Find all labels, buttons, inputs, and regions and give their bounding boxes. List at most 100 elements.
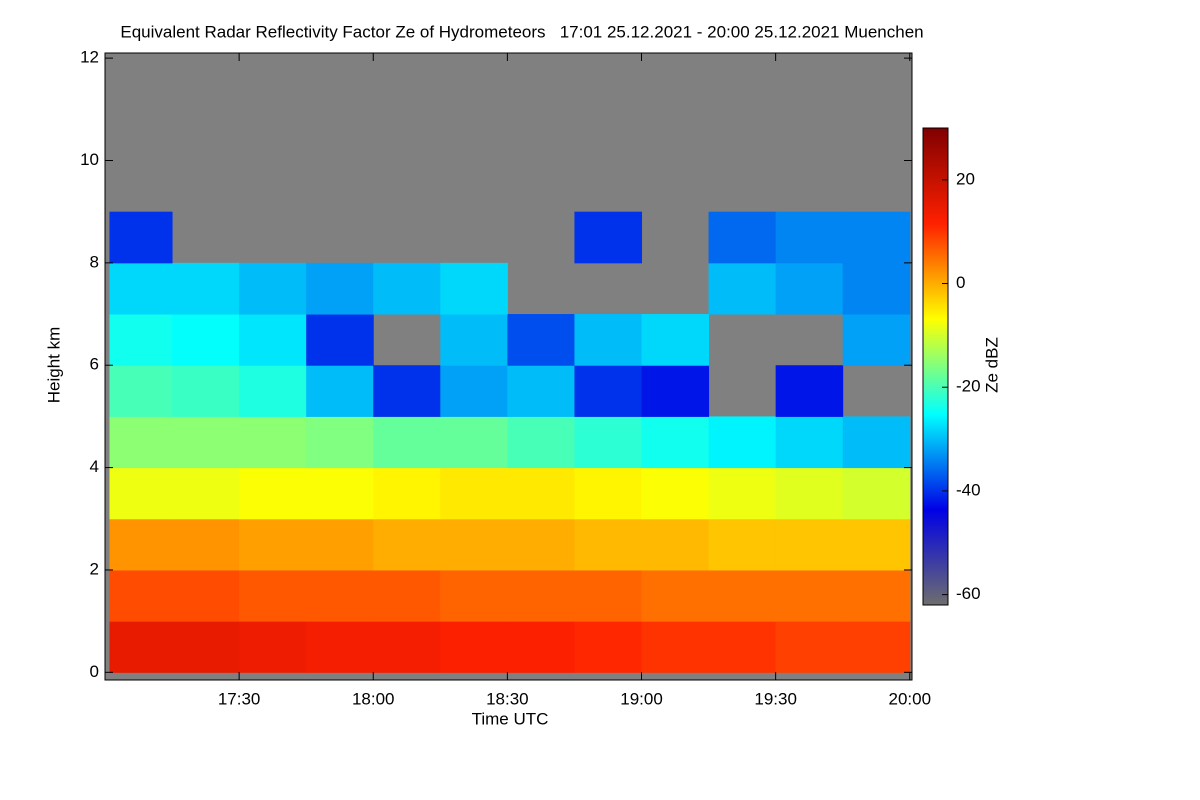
chart-title: Equivalent Radar Reflectivity Factor Ze … — [120, 22, 923, 41]
heat-cell — [574, 211, 643, 264]
heat-cell — [239, 621, 307, 673]
heat-cell — [775, 621, 844, 673]
heat-cell — [775, 416, 844, 469]
heat-cell — [239, 365, 307, 417]
heat-cell — [373, 518, 441, 571]
heat-cell — [109, 416, 173, 469]
colorbar-tick-label: -60 — [956, 584, 981, 603]
heat-cell — [109, 467, 173, 520]
heat-cell — [440, 365, 508, 417]
heat-cell — [641, 518, 710, 571]
heat-cell — [239, 569, 307, 622]
heat-cell — [109, 621, 173, 673]
heat-cell — [373, 416, 441, 469]
heat-cell — [507, 314, 575, 366]
heat-cell — [109, 314, 173, 366]
heat-cell — [842, 467, 911, 520]
heat-cell — [708, 518, 777, 571]
heat-cell — [172, 621, 240, 673]
heat-cell — [172, 467, 240, 520]
y-tick-label: 8 — [90, 252, 99, 271]
heat-cell — [440, 621, 508, 673]
heat-cell — [306, 365, 374, 417]
heat-cell — [842, 314, 911, 366]
colorbar-tick-label: 20 — [956, 169, 975, 188]
heat-cell — [574, 365, 643, 417]
heat-cell — [708, 569, 777, 622]
heat-cell — [842, 518, 911, 571]
heat-cell — [842, 569, 911, 622]
heat-cell — [373, 365, 441, 417]
heat-cell — [306, 569, 374, 622]
x-axis-label: Time UTC — [472, 709, 549, 728]
heat-cell — [239, 262, 307, 315]
heat-cell — [641, 314, 710, 366]
heat-cell — [708, 262, 777, 315]
heat-cell — [507, 467, 575, 520]
heat-cell — [440, 416, 508, 469]
heat-cell — [306, 467, 374, 520]
heat-cell — [440, 262, 508, 315]
heat-cell — [440, 518, 508, 571]
x-tick-label: 18:00 — [352, 689, 395, 708]
heat-cell — [842, 262, 911, 315]
heat-cell — [507, 569, 575, 622]
heat-cell — [775, 262, 844, 315]
heat-cell — [708, 467, 777, 520]
heat-cell — [842, 416, 911, 469]
heat-cell — [306, 314, 374, 366]
x-tick-label: 18:30 — [486, 689, 529, 708]
heat-cell — [574, 467, 643, 520]
colorbar-label: Ze dBZ — [982, 337, 1001, 393]
y-tick-label: 6 — [90, 355, 99, 374]
heat-cell — [172, 262, 240, 315]
heat-cell — [574, 314, 643, 366]
heat-cell — [373, 262, 441, 315]
heat-cell — [239, 467, 307, 520]
y-tick-label: 10 — [80, 150, 99, 169]
heat-cell — [172, 416, 240, 469]
x-tick-label: 19:30 — [754, 689, 797, 708]
heat-cell — [574, 416, 643, 469]
x-tick-label: 19:00 — [620, 689, 663, 708]
heat-cell — [842, 211, 911, 264]
heat-cell — [239, 314, 307, 366]
heat-cell — [373, 569, 441, 622]
heat-cell — [373, 467, 441, 520]
heat-cell — [306, 262, 374, 315]
heat-cell — [708, 416, 777, 469]
heat-cell — [641, 416, 710, 469]
heat-cell — [842, 621, 911, 673]
colorbar-tick-label: -40 — [956, 480, 981, 499]
heat-cell — [109, 569, 173, 622]
heat-cell — [109, 211, 173, 264]
heat-cell — [172, 569, 240, 622]
heat-cell — [109, 365, 173, 417]
heat-cell — [109, 262, 173, 315]
heat-cell — [641, 569, 710, 622]
heat-cell — [708, 621, 777, 673]
heat-cell — [574, 621, 643, 673]
heat-cell — [306, 518, 374, 571]
heat-cell — [306, 416, 374, 469]
heat-cell — [775, 211, 844, 264]
colorbar-tick-label: 0 — [956, 273, 965, 292]
y-tick-label: 4 — [90, 457, 99, 476]
x-tick-label: 20:00 — [888, 689, 931, 708]
y-tick-label: 0 — [90, 662, 99, 681]
heat-cell — [775, 365, 844, 417]
y-tick-label: 12 — [80, 48, 99, 67]
heat-cell — [440, 314, 508, 366]
heat-cell — [306, 621, 374, 673]
heat-cell — [775, 518, 844, 571]
x-tick-label: 17:30 — [218, 689, 261, 708]
heat-cell — [440, 467, 508, 520]
heat-cell — [239, 518, 307, 571]
heat-cell — [641, 365, 710, 417]
heat-cell — [172, 518, 240, 571]
heat-cell — [507, 365, 575, 417]
heat-cell — [775, 467, 844, 520]
heat-cell — [239, 416, 307, 469]
heat-cell — [641, 467, 710, 520]
